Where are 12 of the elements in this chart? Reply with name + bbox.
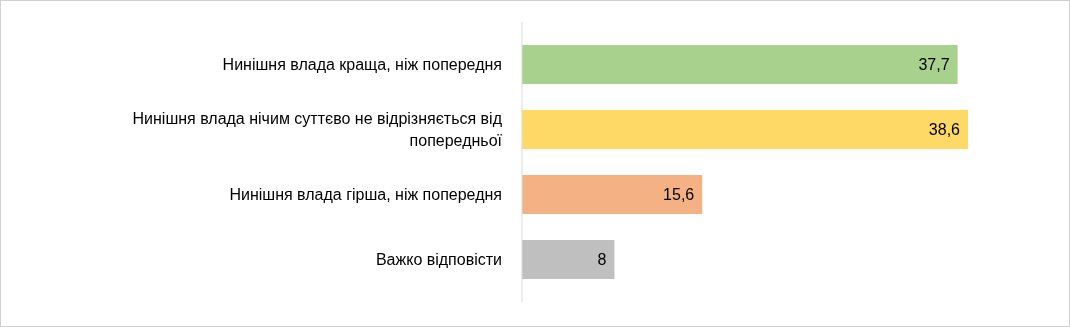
- y-tick-label: Нинішня влада гірша, ніж попередня: [229, 186, 502, 204]
- bar: [522, 175, 703, 214]
- data-label: 38,6: [928, 121, 961, 139]
- data-label: 37,7: [918, 56, 950, 74]
- y-tick-label: Нинішня влада нічим суттєво не відрізняється від попередньої: [132, 110, 503, 150]
- y-tick-label: Нинішня влада краща, ніж попередня: [222, 56, 502, 74]
- bar: [522, 45, 958, 84]
- data-label: 15,6: [663, 186, 695, 204]
- data-label: 8: [597, 251, 607, 269]
- bar: [522, 240, 615, 279]
- y-tick-label: Важко відповісти: [375, 251, 502, 269]
- bar: [522, 110, 968, 149]
